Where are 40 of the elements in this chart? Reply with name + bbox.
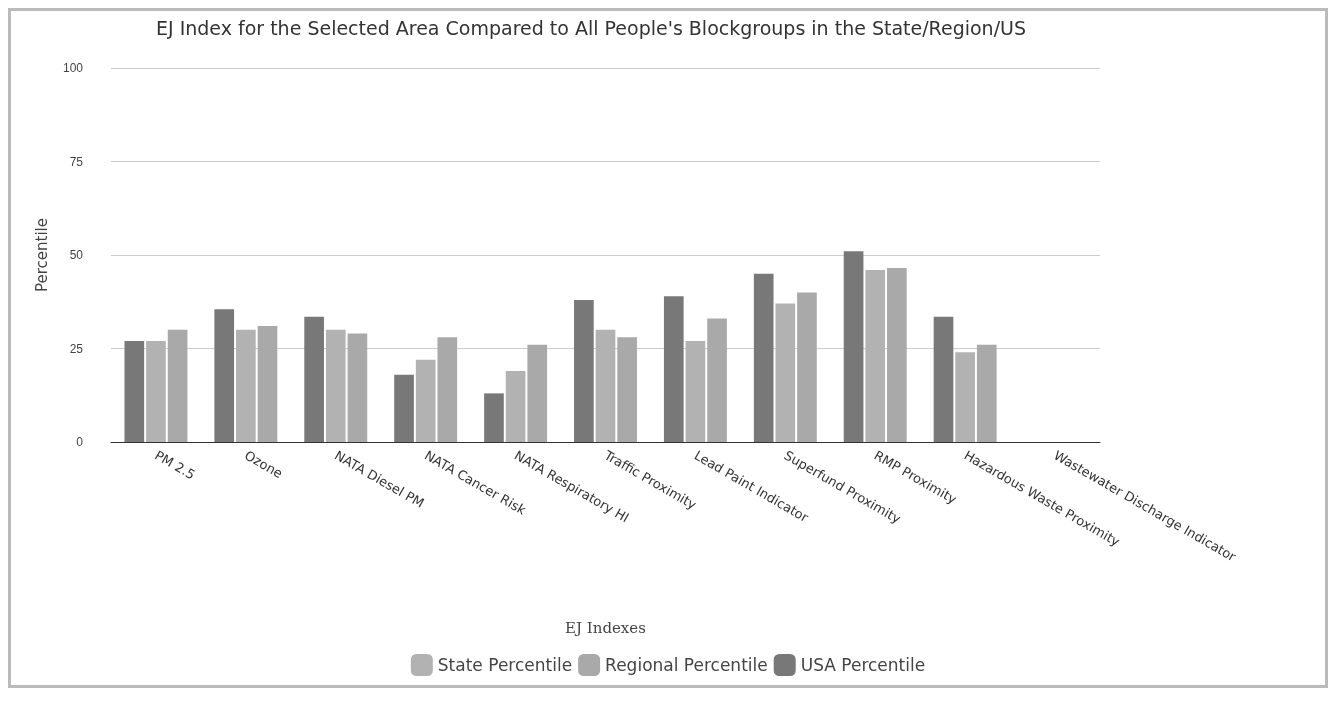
bar <box>167 329 188 442</box>
bar <box>753 273 774 442</box>
bar <box>394 374 414 442</box>
bar <box>574 299 594 442</box>
bar <box>707 318 727 442</box>
bar <box>124 341 145 442</box>
bar <box>214 309 235 442</box>
bar <box>865 269 886 442</box>
bar <box>257 326 278 442</box>
bar <box>595 329 616 442</box>
bar <box>325 329 346 442</box>
bar <box>304 316 324 442</box>
y-tick-label: 75 <box>69 154 84 169</box>
bar <box>347 333 368 442</box>
legend-label: State Percentile <box>437 655 573 675</box>
bar <box>775 303 796 442</box>
bar <box>976 344 997 442</box>
bar <box>663 296 684 442</box>
bar <box>527 344 548 442</box>
y-tick-label: 50 <box>69 248 84 262</box>
bar <box>617 337 637 442</box>
bar <box>146 341 166 442</box>
legend-label: USA Percentile <box>800 655 926 675</box>
x-tick-label: PM 2.5 <box>152 447 198 483</box>
legend-label: Regional Percentile <box>605 655 768 675</box>
bar <box>685 341 706 442</box>
y-tick-label: 0 <box>76 435 84 449</box>
bar <box>955 352 975 442</box>
chart-title: EJ Index for the Selected Area Compared to All People's Blockgroups in the State/Region/US <box>156 16 1027 39</box>
bar <box>887 268 907 442</box>
y-tick-label: 100 <box>62 61 84 75</box>
bar <box>933 316 954 442</box>
bar <box>797 292 817 442</box>
bar <box>843 251 864 442</box>
bar <box>484 393 504 442</box>
y-axis-title: Percentile <box>32 217 51 293</box>
y-tick-label: 25 <box>69 341 84 356</box>
bar <box>505 370 526 442</box>
bar <box>236 329 256 442</box>
x-axis-title: EJ Indexes <box>565 618 646 637</box>
